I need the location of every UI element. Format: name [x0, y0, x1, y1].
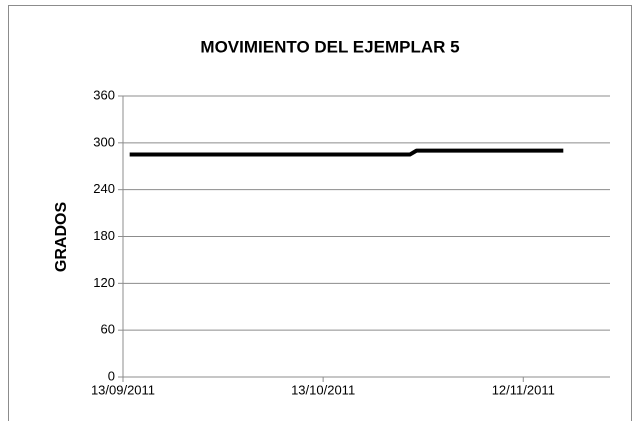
y-tick-label: 60: [101, 322, 115, 337]
data-line: [129, 148, 564, 157]
chart-frame: [8, 5, 632, 421]
x-tick-label: 13/09/2011: [91, 382, 155, 397]
chart-title: MOVIMIENTO DEL EJEMPLAR 5: [200, 37, 459, 56]
y-tick-label: 0: [108, 368, 115, 383]
y-tick-label: 180: [93, 228, 115, 243]
x-tick-label: 13/10/2011: [291, 382, 355, 397]
x-tick-label: 12/11/2011: [492, 382, 555, 397]
y-axis-label: GRADOS: [53, 202, 70, 273]
y-tick-label: 360: [93, 87, 115, 102]
y-tick-label: 240: [93, 181, 115, 196]
y-tick-label: 300: [93, 134, 115, 149]
y-tick-label: 120: [93, 275, 115, 290]
